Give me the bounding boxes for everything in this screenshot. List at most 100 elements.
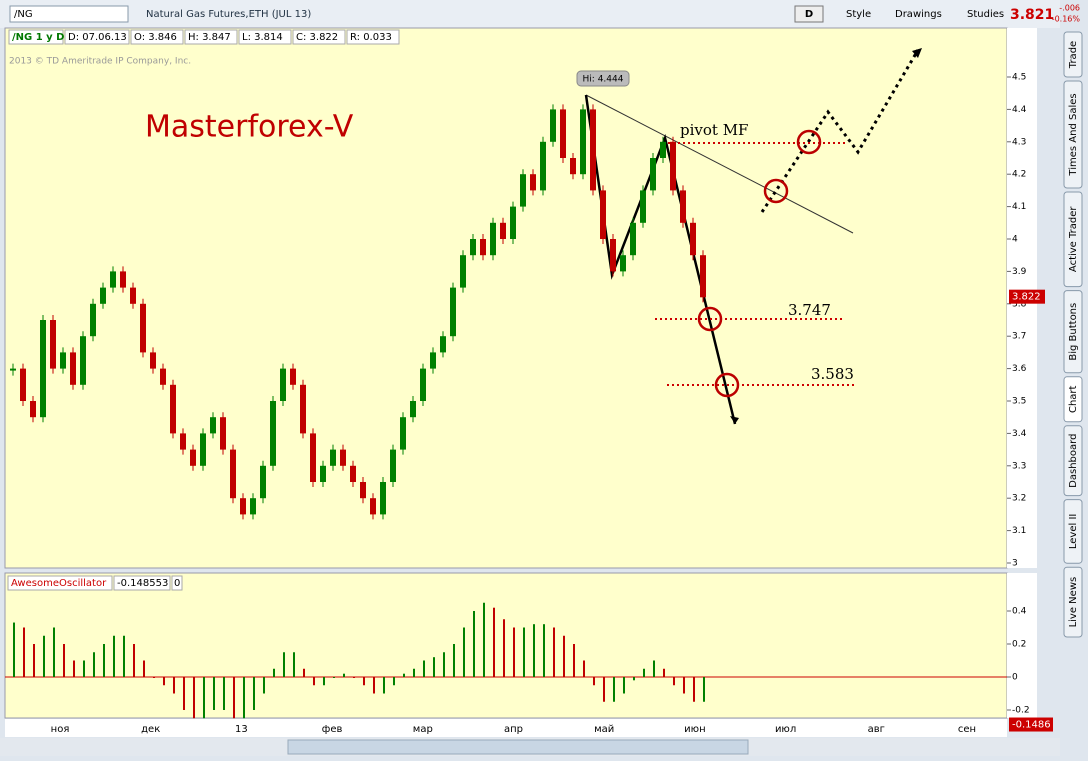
- high-bubble: [576, 70, 630, 87]
- osc-bar: [583, 660, 585, 677]
- candle: [280, 368, 286, 401]
- osc-bar: [113, 635, 115, 677]
- scroll-thumb[interactable]: [287, 739, 749, 755]
- level-label: 3.747: [788, 301, 831, 319]
- osc-bar: [13, 622, 15, 677]
- candle: [220, 417, 226, 450]
- y-tick-label: 4.2: [1012, 170, 1026, 180]
- candle: [320, 465, 326, 482]
- candle: [40, 320, 46, 418]
- candle: [500, 222, 506, 239]
- osc-param: 0: [174, 578, 180, 589]
- info-box: [346, 29, 400, 45]
- candle: [700, 255, 706, 298]
- candle: [260, 465, 266, 499]
- arrow-head: [730, 416, 739, 424]
- candle: [20, 368, 26, 401]
- osc-reading: -0.148553: [117, 578, 168, 589]
- sidebar-tab[interactable]: [1063, 499, 1083, 564]
- x-tick-label: июл: [775, 724, 796, 735]
- osc-bar: [463, 627, 465, 677]
- candle: [130, 287, 136, 304]
- sidebar-label: Dashboard: [1068, 434, 1079, 488]
- symbol-box[interactable]: [9, 5, 129, 23]
- osc-bar: [83, 660, 85, 677]
- osc-bar: [183, 677, 185, 710]
- y-tick-label: 4.5: [1012, 73, 1026, 83]
- info-field: C: 3.822: [296, 32, 338, 43]
- osc-bar: [623, 677, 625, 694]
- sidebar-tab[interactable]: [1063, 425, 1083, 497]
- y-tick-label: 0.4: [1012, 607, 1027, 617]
- osc-bar: [303, 668, 305, 677]
- description: Natural Gas Futures,ETH (JUL 13): [146, 9, 311, 20]
- osc-bar: [33, 644, 35, 677]
- style-btn[interactable]: Style: [846, 9, 871, 20]
- info-field: O: 3.846: [134, 32, 177, 43]
- osc-bar: [203, 677, 205, 719]
- x-tick-label: ноя: [51, 724, 70, 735]
- sidebar-tab[interactable]: [1063, 290, 1083, 374]
- candle: [150, 352, 156, 369]
- y-tick-label: 4.1: [1012, 202, 1026, 212]
- candle: [290, 368, 296, 385]
- osc-bar: [283, 652, 285, 677]
- osc-bar: [483, 602, 485, 677]
- x-tick-label: дек: [141, 724, 160, 735]
- y-tick-label: 3.4: [1012, 429, 1027, 439]
- candle: [680, 190, 686, 223]
- studies-btn[interactable]: Studies: [967, 9, 1004, 20]
- sidebar-tab[interactable]: [1063, 376, 1083, 423]
- info-field: /NG 1 y D: [12, 32, 64, 43]
- osc-bar: [433, 657, 435, 677]
- candle: [660, 141, 666, 158]
- change-pct: -0.16%: [1052, 15, 1081, 24]
- candle: [100, 287, 106, 304]
- period-btn[interactable]: [794, 5, 824, 23]
- candle: [580, 109, 586, 175]
- price-tag-label: 3.822: [1012, 292, 1041, 303]
- x-tick-label: сен: [958, 724, 976, 735]
- osc-bar: [543, 624, 545, 677]
- osc-bar: [513, 627, 515, 677]
- candle: [390, 449, 396, 482]
- candle: [480, 239, 486, 256]
- osc-bar: [703, 677, 705, 702]
- osc-reading-box: [113, 575, 171, 591]
- x-tick-label: 13: [235, 724, 248, 735]
- osc-tag: [1009, 717, 1053, 732]
- candle: [460, 255, 466, 288]
- sidebar-tab[interactable]: [1063, 191, 1083, 288]
- sidebar-tab[interactable]: [1063, 80, 1083, 189]
- pivot-label: pivot MF: [680, 121, 748, 139]
- candle: [250, 498, 256, 515]
- osc-bar: [473, 611, 475, 677]
- osc-bar: [593, 677, 595, 686]
- candle: [370, 498, 376, 515]
- y-tick-label: 3.5: [1012, 397, 1026, 407]
- candle: [600, 190, 606, 239]
- osc-bar: [613, 677, 615, 702]
- candle: [590, 109, 596, 191]
- change: -.006: [1059, 4, 1080, 13]
- time-axis: [5, 719, 1007, 737]
- osc-bar: [293, 652, 295, 677]
- osc-name-box: [7, 575, 113, 591]
- y-tick-label: 3.9: [1012, 267, 1027, 277]
- osc-bar: [393, 677, 395, 686]
- y-tick-label: 3: [1012, 559, 1018, 569]
- info-field: R: 0.033: [350, 32, 392, 43]
- sidebar-tab[interactable]: [1063, 566, 1083, 638]
- trendline: [585, 94, 854, 234]
- y-tick-label: 0: [1012, 673, 1018, 683]
- osc-bar: [343, 673, 345, 677]
- x-tick-label: май: [594, 724, 614, 735]
- period: D: [805, 9, 813, 20]
- candle: [360, 482, 366, 499]
- sidebar-tab[interactable]: [1063, 31, 1083, 78]
- osc-bar: [603, 677, 605, 702]
- drawings-btn[interactable]: Drawings: [895, 9, 942, 20]
- osc-bar: [503, 619, 505, 677]
- candle: [160, 368, 166, 385]
